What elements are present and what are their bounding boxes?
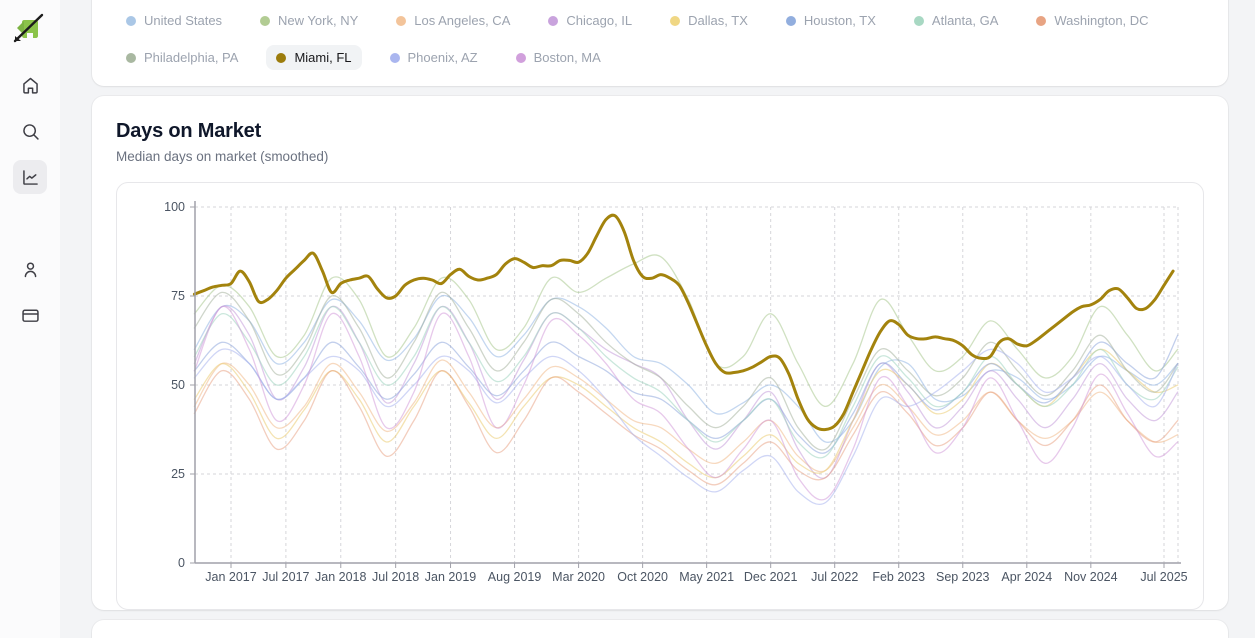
legend-chip-atlanta[interactable]: Atlanta, GA xyxy=(904,8,1008,33)
series-color-dot xyxy=(126,52,136,63)
series-line-miami-fl xyxy=(192,213,1175,432)
legend-chip-label: Los Angeles, CA xyxy=(414,13,511,28)
legend-chip-new-york[interactable]: New York, NY xyxy=(250,8,368,33)
series-color-dot xyxy=(785,15,796,26)
series-color-dot xyxy=(1036,15,1047,26)
legend-chip-label: Dallas, TX xyxy=(688,13,748,28)
x-tick-label: Sep 2023 xyxy=(936,570,990,584)
legend-chip-label: Washington, DC xyxy=(1054,13,1149,28)
legend-chip-chicago[interactable]: Chicago, IL xyxy=(538,8,642,33)
chart-plot-container: 0 25 50 75 100 Jan 2017 Jul 2017 Jan 2018 Jul 20… xyxy=(116,182,1204,610)
x-tick-label: Jul 2025 xyxy=(1140,570,1187,584)
user-icon xyxy=(24,261,36,277)
sidebar-item-account[interactable] xyxy=(13,252,47,286)
chart-series-lines xyxy=(192,213,1179,506)
chart-axes xyxy=(190,201,1181,568)
x-tick-label: Jan 2018 xyxy=(315,570,366,584)
legend-chip-miami[interactable]: Miami, FL xyxy=(266,45,362,70)
series-color-dot xyxy=(396,15,407,26)
x-tick-label: Jul 2022 xyxy=(811,570,858,584)
x-tick-label: Jul 2018 xyxy=(372,570,419,584)
legend-chip-label: Atlanta, GA xyxy=(931,13,999,28)
sidebar-item-home[interactable] xyxy=(13,68,47,102)
credit-card-icon xyxy=(21,309,39,322)
series-line-united-states xyxy=(193,294,1179,443)
legend-chip-label: United States xyxy=(144,13,223,28)
legend-chip-label: New York, NY xyxy=(278,13,359,28)
x-tick-label: Mar 2020 xyxy=(552,570,605,584)
home-icon xyxy=(22,77,38,94)
series-line-philadelphia-pa xyxy=(193,291,1179,451)
series-line-atlanta-ga xyxy=(193,306,1179,459)
chart-gridlines xyxy=(195,206,1179,563)
legend-chip-los-angeles[interactable]: Los Angeles, CA xyxy=(386,8,520,33)
series-color-dot xyxy=(670,15,681,26)
chart-subtitle: Median days on market (smoothed) xyxy=(116,149,329,164)
chart-axis-labels: 0 25 50 75 100 Jan 2017 Jul 2017 Jan 2018 Jul 20… xyxy=(164,200,1188,584)
legend-chip-washington-dc[interactable]: Washington, DC xyxy=(1026,8,1158,33)
legend-chip-united-states[interactable]: United States xyxy=(116,8,232,33)
series-color-dot xyxy=(126,15,136,26)
legend-chip-houston[interactable]: Houston, TX xyxy=(776,8,886,33)
sidebar-item-billing[interactable] xyxy=(13,298,47,332)
y-tick-label: 75 xyxy=(171,289,185,303)
sidebar xyxy=(0,0,60,638)
chart-title: Days on Market xyxy=(116,120,262,142)
y-tick-label: 50 xyxy=(171,378,185,392)
legend-chip-label: Philadelphia, PA xyxy=(144,50,239,65)
legend-chip-dallas[interactable]: Dallas, TX xyxy=(660,8,758,33)
legend-chip-label: Houston, TX xyxy=(803,13,876,28)
x-tick-label: Jan 2019 xyxy=(425,570,476,584)
main-content: United States New York, NY Los Angeles, CA… xyxy=(60,0,1255,638)
series-color-dot xyxy=(260,15,271,26)
days-on-market-card: Days on Market Median days on market (sm… xyxy=(92,96,1228,610)
series-legend-card: United States New York, NY Los Angeles, CA… xyxy=(92,0,1228,86)
x-tick-label: Jan 2017 xyxy=(205,570,256,584)
x-tick-label: Jul 2017 xyxy=(262,570,309,584)
sidebar-nav xyxy=(13,68,47,332)
series-color-dot xyxy=(276,52,287,63)
legend-chip-label: Miami, FL xyxy=(294,50,352,65)
logo-arrow-shape xyxy=(17,21,24,35)
search-icon xyxy=(22,123,39,140)
series-line-boston-ma xyxy=(193,306,1179,501)
series-color-dot xyxy=(548,15,559,26)
x-tick-label: Nov 2024 xyxy=(1064,570,1118,584)
logo-trend-line xyxy=(13,13,44,43)
x-tick-label: May 2021 xyxy=(679,570,734,584)
legend-chip-label: Phoenix, AZ xyxy=(407,50,478,65)
y-tick-label: 0 xyxy=(178,556,185,570)
series-color-dot xyxy=(389,52,400,63)
logo-house-shape xyxy=(22,20,38,38)
days-on-market-chart: 0 25 50 75 100 Jan 2017 Jul 2017 Jan 2018 Jul 20… xyxy=(164,200,1188,584)
x-tick-label: Dec 2021 xyxy=(744,570,798,584)
legend-chip-label: Boston, MA xyxy=(533,50,601,65)
series-line-phoenix-az xyxy=(193,348,1179,506)
sidebar-item-analytics[interactable] xyxy=(13,160,47,194)
series-line-chicago-il xyxy=(193,305,1179,479)
y-tick-label: 100 xyxy=(164,200,185,214)
x-tick-label: Apr 2024 xyxy=(1001,570,1052,584)
legend-chip-label: Chicago, IL xyxy=(566,13,633,28)
series-line-washington-dc xyxy=(193,370,1179,486)
legend-list: United States New York, NY Los Angeles, CA… xyxy=(116,8,1204,70)
next-card-partial xyxy=(92,620,1228,638)
legend-chip-phoenix[interactable]: Phoenix, AZ xyxy=(380,45,488,70)
x-tick-label: Aug 2019 xyxy=(488,570,542,584)
legend-chip-boston[interactable]: Boston, MA xyxy=(506,45,611,70)
series-color-dot xyxy=(515,52,526,63)
app-logo[interactable] xyxy=(11,12,49,46)
line-chart-icon xyxy=(22,169,38,185)
x-tick-label: Feb 2023 xyxy=(872,570,925,584)
x-tick-label: Oct 2020 xyxy=(617,570,668,584)
series-color-dot xyxy=(913,15,924,26)
sidebar-item-search[interactable] xyxy=(13,114,47,148)
legend-chip-philadelphia[interactable]: Philadelphia, PA xyxy=(116,45,248,70)
y-tick-label: 25 xyxy=(171,467,185,481)
